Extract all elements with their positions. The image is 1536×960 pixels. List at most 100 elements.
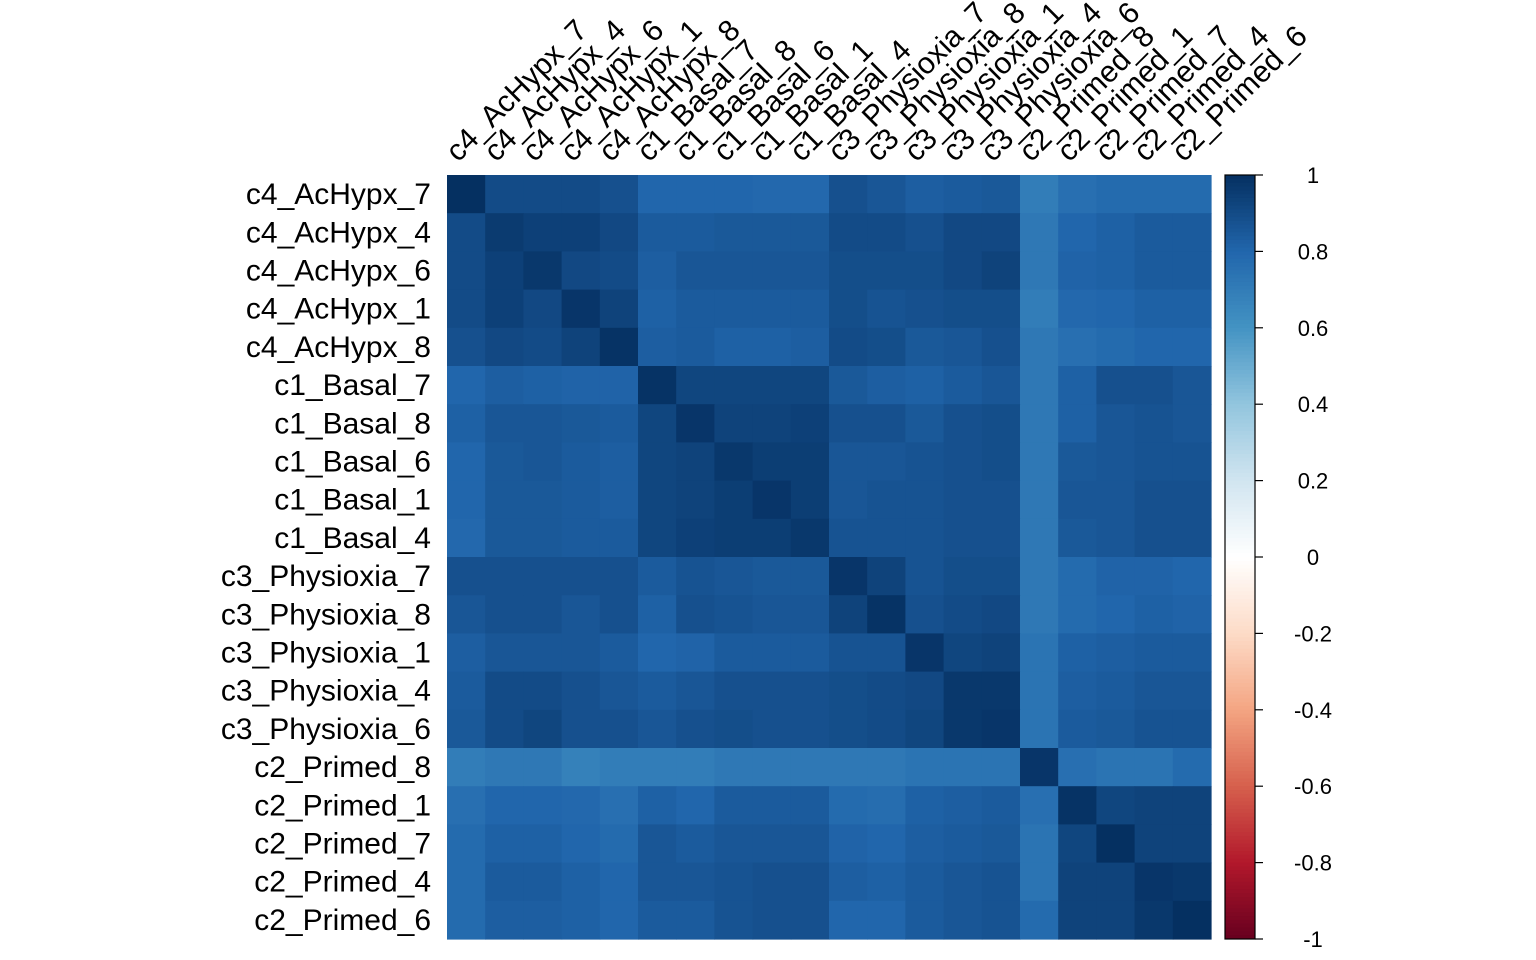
legend-gradient-segment bbox=[1225, 599, 1255, 604]
heatmap-cell bbox=[523, 442, 563, 482]
heatmap-cell bbox=[561, 480, 601, 520]
legend-gradient-segment bbox=[1225, 683, 1255, 688]
heatmap-cell bbox=[1058, 862, 1097, 902]
heatmap-cell bbox=[561, 633, 601, 673]
legend-gradient-segment bbox=[1225, 415, 1255, 420]
heatmap-cell bbox=[523, 900, 563, 940]
legend-gradient-segment bbox=[1225, 935, 1255, 940]
heatmap-cell bbox=[1172, 251, 1212, 291]
heatmap-cell bbox=[485, 671, 524, 711]
legend-gradient-segment bbox=[1225, 843, 1255, 848]
heatmap-cell bbox=[752, 748, 792, 787]
legend-gradient-segment bbox=[1225, 923, 1255, 929]
heatmap-cell bbox=[561, 595, 601, 634]
legend-gradient-segment bbox=[1225, 408, 1255, 413]
legend-gradient-segment bbox=[1225, 828, 1255, 833]
heatmap-cell bbox=[638, 633, 677, 673]
heatmap-cell bbox=[638, 709, 677, 749]
heatmap-cell bbox=[790, 175, 830, 214]
heatmap-cell bbox=[599, 633, 639, 673]
legend-gradient-segment bbox=[1225, 507, 1255, 512]
heatmap-cell bbox=[447, 748, 486, 787]
legend-gradient-segment bbox=[1225, 610, 1255, 615]
heatmap-cell bbox=[1096, 213, 1136, 252]
legend-gradient-segment bbox=[1225, 675, 1255, 680]
heatmap-cell bbox=[752, 480, 792, 520]
heatmap-cell bbox=[638, 327, 677, 367]
legend-gradient-segment bbox=[1225, 858, 1255, 864]
heatmap-cell bbox=[1096, 289, 1136, 329]
heatmap-cell bbox=[599, 671, 639, 711]
heatmap-cell bbox=[599, 327, 639, 367]
heatmap-cell bbox=[638, 442, 677, 482]
heatmap-cell bbox=[829, 289, 868, 329]
heatmap-cell bbox=[638, 175, 677, 214]
legend-gradient-segment bbox=[1225, 663, 1255, 669]
heatmap-cell bbox=[676, 327, 715, 367]
heatmap-cell bbox=[829, 442, 868, 482]
heatmap-cell bbox=[1020, 748, 1059, 787]
heatmap-cell bbox=[905, 327, 945, 367]
legend-gradient-segment bbox=[1225, 201, 1255, 207]
legend-gradient-segment bbox=[1225, 495, 1255, 501]
legend-gradient-segment bbox=[1225, 740, 1255, 745]
legend-gradient-segment bbox=[1225, 866, 1255, 871]
heatmap-cell bbox=[1096, 480, 1136, 520]
heatmap-cell bbox=[1134, 213, 1174, 252]
heatmap-cell bbox=[752, 175, 792, 214]
heatmap-cell bbox=[1134, 289, 1174, 329]
heatmap-cell bbox=[561, 175, 601, 214]
heatmap-cell bbox=[1058, 213, 1097, 252]
heatmap-cell bbox=[485, 557, 524, 596]
legend-gradient-segment bbox=[1225, 557, 1255, 562]
legend-gradient-segment bbox=[1225, 392, 1255, 398]
legend-tick-label: 1 bbox=[1307, 163, 1319, 188]
legend-tick-label: -0.8 bbox=[1294, 851, 1332, 876]
heatmap-cell bbox=[676, 633, 715, 673]
row-label: c4_AcHypx_8 bbox=[246, 331, 431, 364]
legend-gradient-segment bbox=[1225, 896, 1255, 902]
heatmap-cell bbox=[1172, 175, 1212, 214]
heatmap-cell bbox=[1096, 175, 1136, 214]
heatmap-cell bbox=[867, 404, 906, 443]
heatmap-cell bbox=[1134, 595, 1174, 634]
legend-gradient-segment bbox=[1225, 786, 1255, 791]
legend-gradient-segment bbox=[1225, 320, 1255, 325]
legend-gradient-segment bbox=[1225, 927, 1255, 932]
heatmap-cell bbox=[1172, 900, 1212, 940]
heatmap-cell bbox=[790, 671, 830, 711]
heatmap-cell bbox=[638, 748, 677, 787]
heatmap-cell bbox=[561, 709, 601, 749]
legend-gradient-segment bbox=[1225, 809, 1255, 814]
heatmap-cell bbox=[485, 366, 524, 405]
heatmap-cell bbox=[829, 595, 868, 634]
heatmap-cell bbox=[1020, 404, 1059, 443]
legend-gradient-segment bbox=[1225, 824, 1255, 829]
heatmap-cell bbox=[1096, 824, 1136, 864]
legend-gradient-segment bbox=[1225, 629, 1255, 634]
heatmap-cell bbox=[485, 442, 524, 482]
heatmap-cell bbox=[561, 557, 601, 596]
legend-gradient-segment bbox=[1225, 812, 1255, 818]
heatmap-cell bbox=[790, 251, 830, 291]
legend-gradient-segment bbox=[1225, 236, 1255, 241]
legend-tick-label: 0.2 bbox=[1298, 469, 1329, 494]
heatmap-cell bbox=[905, 175, 945, 214]
heatmap-cell bbox=[714, 862, 754, 902]
heatmap-cell bbox=[1058, 557, 1097, 596]
heatmap-cell bbox=[981, 404, 1021, 443]
heatmap-cell bbox=[1058, 748, 1097, 787]
heatmap-cell bbox=[676, 824, 715, 864]
legend-gradient-segment bbox=[1225, 862, 1255, 867]
heatmap-cell bbox=[447, 633, 486, 673]
heatmap-cell bbox=[523, 404, 563, 443]
legend-gradient-segment bbox=[1225, 373, 1255, 378]
legend-gradient-segment bbox=[1225, 870, 1255, 875]
row-label: c2_Primed_8 bbox=[254, 751, 431, 784]
heatmap-cell bbox=[599, 175, 639, 214]
heatmap-cell bbox=[1020, 480, 1059, 520]
heatmap-cell bbox=[599, 366, 639, 405]
heatmap-cell bbox=[447, 862, 486, 902]
legend-gradient-segment bbox=[1225, 530, 1255, 535]
heatmap-cell bbox=[1020, 175, 1059, 214]
